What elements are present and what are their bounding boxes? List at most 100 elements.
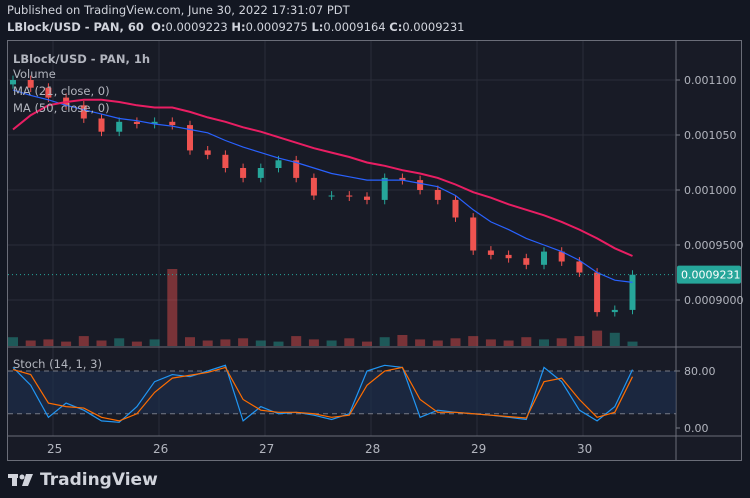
- candle: [505, 250, 512, 263]
- price-tick-label: 0.001000: [684, 184, 737, 197]
- time-tick-label: 30: [577, 442, 592, 456]
- candle: [399, 173, 406, 185]
- time-tick-label: 27: [259, 442, 274, 456]
- volume-bar: [167, 269, 178, 346]
- price-tick-label: 0.0009000: [684, 294, 744, 307]
- volume-bar: [149, 339, 160, 346]
- volume-bar: [326, 340, 337, 346]
- candle: [487, 246, 494, 260]
- candle: [240, 163, 247, 183]
- candle: [151, 117, 158, 129]
- volume-bar: [574, 336, 585, 346]
- volume-bar: [539, 339, 549, 346]
- legend-title: LBlock/USD - PAN, 1h: [13, 52, 151, 66]
- volume-bar: [185, 337, 195, 346]
- legend-volume[interactable]: Volume: [13, 67, 56, 81]
- candle-body: [187, 125, 193, 151]
- candle: [10, 75, 16, 89]
- candle-body: [364, 196, 370, 200]
- close-label: C:: [389, 20, 403, 34]
- brand-name: TradingView: [40, 470, 158, 490]
- volume-bar: [450, 338, 461, 346]
- tradingview-logo-icon: [8, 474, 33, 486]
- volume-bar: [131, 341, 142, 346]
- candle: [541, 247, 547, 270]
- volume-bar: [255, 340, 266, 346]
- volume-bar: [273, 341, 284, 346]
- volume-bar: [114, 338, 125, 346]
- low-value: 0.0009164: [323, 20, 386, 34]
- candle-body: [541, 251, 547, 265]
- candle: [470, 213, 477, 255]
- candle-body: [328, 195, 335, 197]
- price-tick-label: 0.0009500: [684, 239, 744, 252]
- candle-body: [594, 272, 601, 313]
- volume-bar: [415, 339, 426, 346]
- candle-body: [98, 118, 105, 132]
- symbol: LBlock/USD - PAN, 60: [7, 20, 144, 34]
- candle: [293, 155, 300, 183]
- volume-bar: [8, 337, 18, 346]
- candle-body: [275, 160, 282, 168]
- candle-body: [452, 199, 459, 218]
- time-tick-label: 29: [471, 442, 486, 456]
- candle: [27, 75, 34, 93]
- legend-stoch[interactable]: Stoch (14, 1, 3): [13, 357, 102, 371]
- candle-body: [346, 195, 353, 197]
- candle: [133, 117, 140, 129]
- stoch-tick-label: 80.00: [684, 365, 716, 378]
- candle-body: [293, 160, 300, 178]
- price-tick-label: 0.001050: [684, 129, 737, 142]
- time-tick-label: 25: [47, 442, 62, 456]
- candle-body: [576, 261, 583, 273]
- candle: [257, 163, 264, 183]
- candle: [45, 83, 52, 102]
- volume-bar: [96, 340, 107, 346]
- volume-bar: [521, 337, 532, 346]
- candle-body: [558, 251, 565, 262]
- low-label: L:: [311, 20, 324, 34]
- volume-bar: [238, 338, 249, 346]
- candle-body: [151, 121, 158, 124]
- candle-body: [399, 177, 406, 181]
- volume-bar: [379, 337, 390, 346]
- volume-bar: [25, 340, 36, 346]
- price-tick-label: 0.001100: [684, 74, 737, 87]
- candle-body: [434, 190, 441, 200]
- time-tick-label: 28: [365, 442, 380, 456]
- volume-bar: [308, 339, 319, 346]
- ohlc-line: LBlock/USD - PAN, 60 O:0.0009223 H:0.000…: [7, 20, 465, 34]
- volume-bar: [291, 336, 302, 346]
- legend-ma21[interactable]: MA (21, close, 0): [13, 84, 110, 98]
- volume-bar: [468, 336, 479, 346]
- candle: [594, 268, 601, 317]
- volume-bar: [503, 340, 514, 346]
- volume-bar: [61, 341, 72, 346]
- candle-body: [222, 154, 229, 168]
- volume-bar: [43, 339, 54, 346]
- volume-bar: [344, 338, 355, 346]
- candle-body: [310, 177, 317, 196]
- candle-body: [523, 258, 530, 265]
- candle: [169, 117, 176, 130]
- candle: [364, 192, 370, 205]
- candle: [80, 100, 87, 123]
- candle: [434, 185, 441, 205]
- candle: [346, 191, 353, 201]
- stoch-tick-label: 0.00: [684, 422, 709, 435]
- volume-bar: [362, 341, 372, 346]
- volume-bar: [485, 339, 496, 346]
- candle-body: [204, 150, 211, 155]
- tradingview-logo[interactable]: TradingView: [8, 470, 158, 490]
- volume-bar: [627, 341, 638, 346]
- candle-body: [417, 180, 424, 190]
- volume-bar: [220, 339, 231, 346]
- candle: [187, 120, 193, 155]
- volume-bar: [432, 340, 443, 346]
- candle-body: [611, 309, 618, 313]
- candle-body: [133, 121, 140, 124]
- candle: [116, 117, 123, 137]
- legend-ma50[interactable]: MA (50, close, 0): [13, 101, 110, 115]
- last-price-badge: [677, 265, 741, 284]
